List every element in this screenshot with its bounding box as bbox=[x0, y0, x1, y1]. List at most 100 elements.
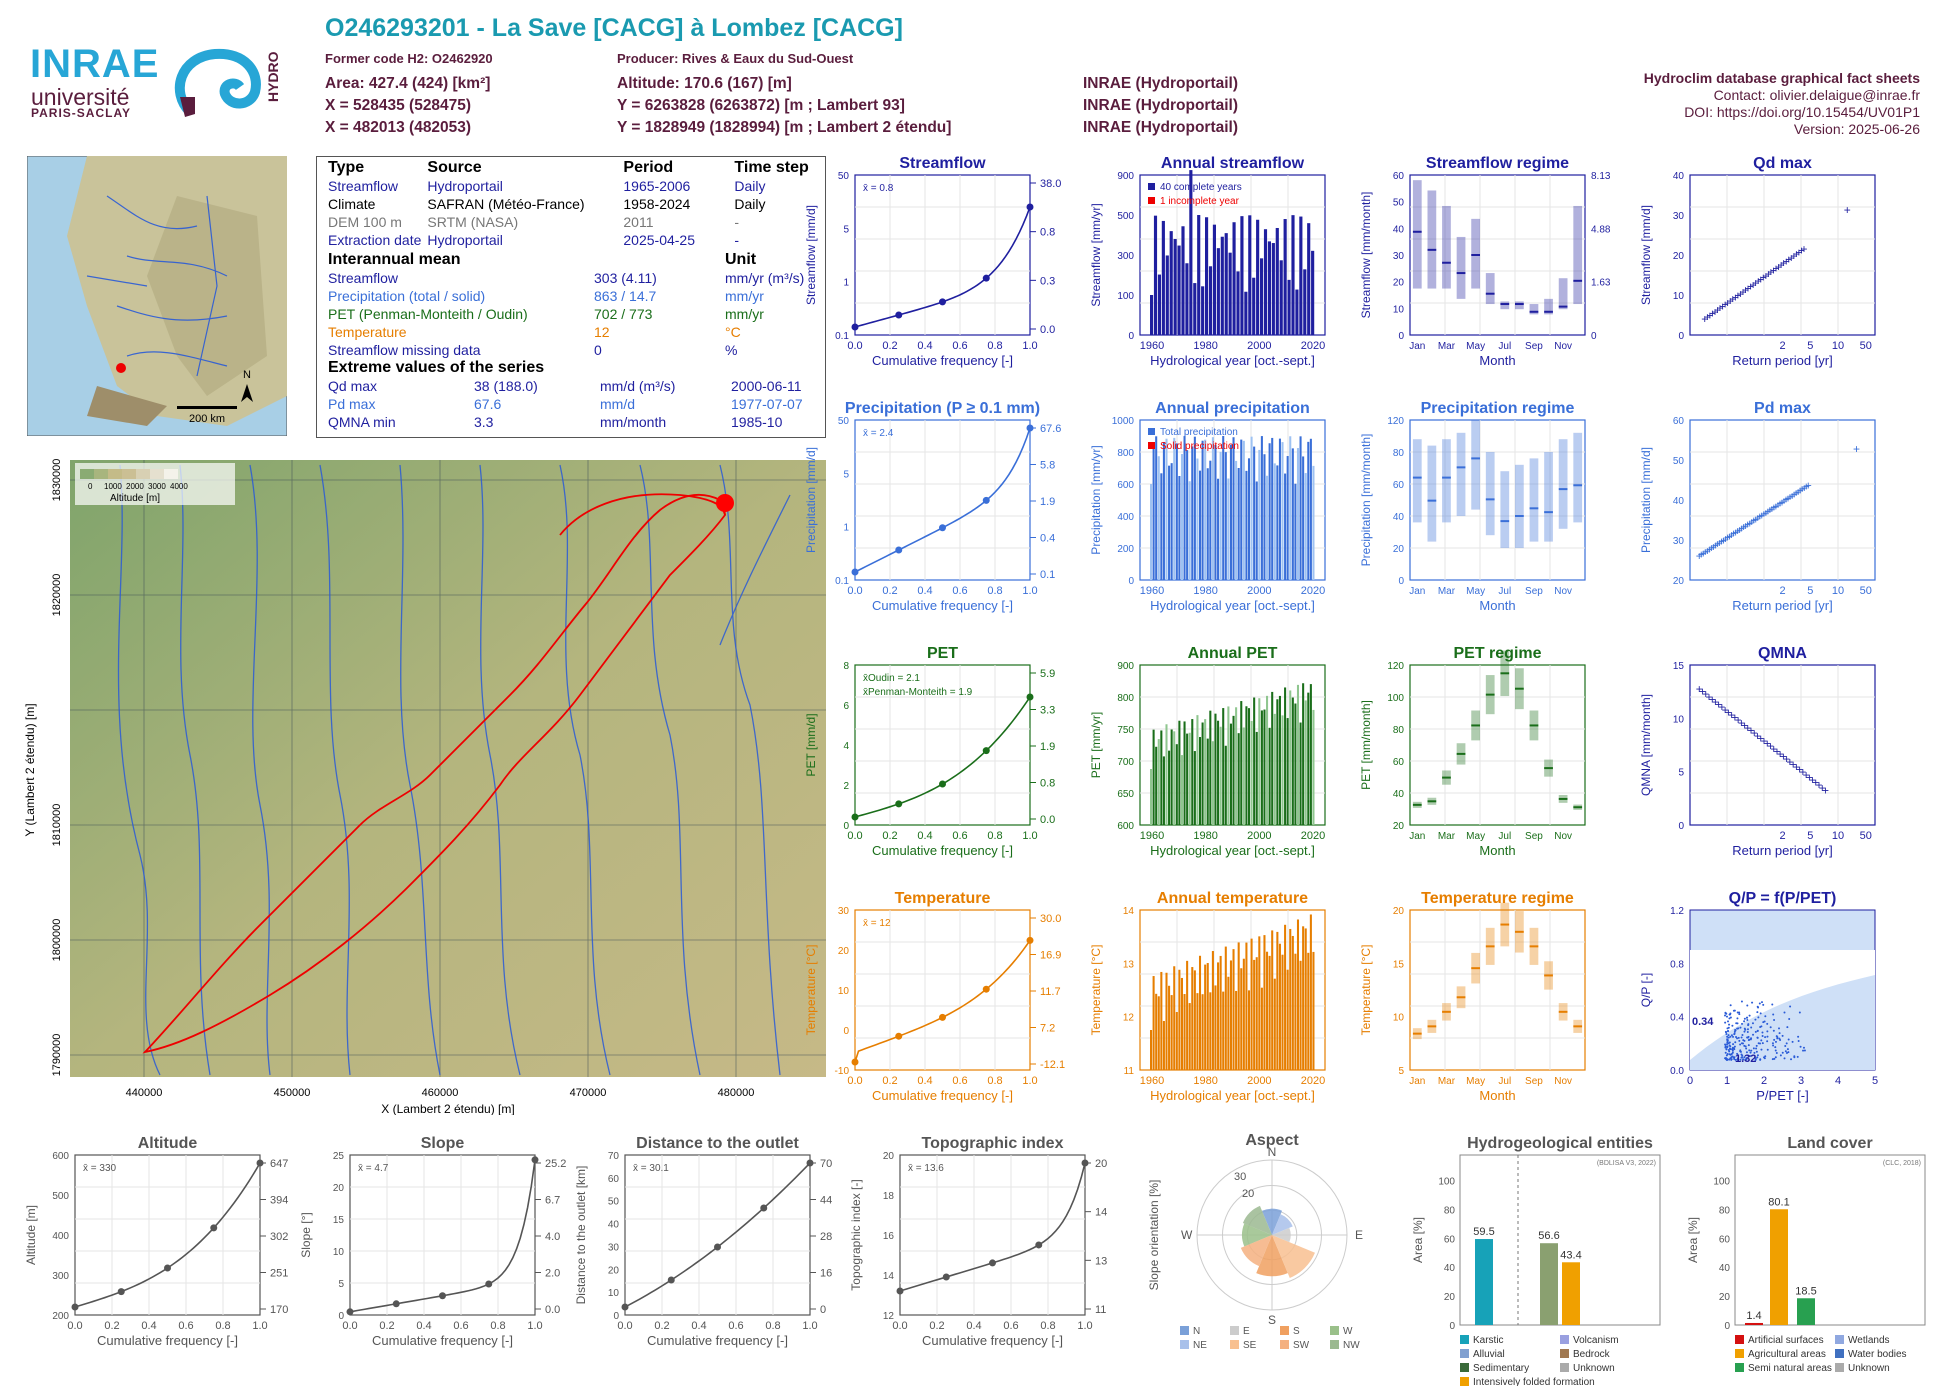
bar bbox=[1312, 466, 1314, 580]
y-tick: 80 bbox=[1393, 448, 1405, 459]
bar bbox=[1233, 949, 1235, 1070]
scatter-point bbox=[1762, 1035, 1764, 1037]
plot-frame bbox=[1690, 665, 1875, 825]
bar bbox=[1279, 696, 1281, 825]
x-tick: 0.2 bbox=[654, 1320, 669, 1332]
quantile-label: 38.0 bbox=[1040, 178, 1061, 190]
y-tick: 900 bbox=[1117, 661, 1134, 672]
bar bbox=[1158, 275, 1161, 335]
scatter-point bbox=[1755, 1031, 1757, 1033]
bar bbox=[1158, 996, 1160, 1070]
bar bbox=[1155, 436, 1157, 580]
bar bbox=[1288, 280, 1291, 335]
bar bbox=[1311, 251, 1314, 335]
bar bbox=[1155, 747, 1157, 825]
scatter-point bbox=[1766, 1023, 1768, 1025]
x-tick: 0.2 bbox=[882, 1075, 897, 1087]
y-tick: 4 bbox=[843, 741, 849, 752]
bar bbox=[1201, 286, 1204, 335]
right-tick: 0 bbox=[1591, 331, 1597, 342]
bar bbox=[1289, 929, 1291, 1070]
bar bbox=[1178, 476, 1180, 580]
scatter-point bbox=[1741, 1042, 1743, 1044]
scatter-point bbox=[1729, 1045, 1731, 1047]
scatter-point bbox=[1741, 1001, 1743, 1003]
y-axis-label: Area [%] bbox=[1686, 1217, 1700, 1263]
scatter-point bbox=[1759, 1043, 1761, 1045]
bar bbox=[1209, 266, 1212, 335]
scatter-point bbox=[1741, 1023, 1743, 1025]
legend-label: Bedrock bbox=[1573, 1349, 1611, 1360]
bar bbox=[1204, 965, 1206, 1070]
bar bbox=[1251, 437, 1253, 580]
x-tick: 1.0 bbox=[1022, 340, 1037, 352]
bar bbox=[1302, 683, 1304, 825]
x-tick: 0.4 bbox=[917, 1075, 932, 1087]
chart-slope: SlopeCumulative frequency [-]Slope [°]05… bbox=[299, 1135, 566, 1348]
quantile-label: 7.2 bbox=[1040, 1023, 1055, 1035]
y-tick: 0 bbox=[1398, 331, 1404, 342]
bar bbox=[1248, 458, 1250, 580]
bar bbox=[1279, 944, 1281, 1070]
scatter-point bbox=[1744, 1018, 1746, 1020]
y-tick: 10 bbox=[1673, 291, 1685, 302]
quantile-label: 0.0 bbox=[1040, 324, 1055, 336]
box bbox=[1413, 180, 1422, 288]
bar bbox=[1171, 463, 1173, 580]
scatter-point bbox=[1739, 1049, 1741, 1051]
plot-frame bbox=[75, 1155, 260, 1315]
plot-frame bbox=[855, 420, 1030, 580]
quantile-point bbox=[72, 1304, 79, 1311]
quantile-point bbox=[852, 569, 859, 576]
y-tick: 30 bbox=[1673, 536, 1685, 547]
scatter-point bbox=[1772, 1042, 1774, 1044]
y-tick: 0 bbox=[1449, 1321, 1455, 1332]
x-tick: 0.6 bbox=[952, 1075, 967, 1087]
scatter-point bbox=[1770, 1026, 1772, 1028]
y-tick: 30 bbox=[1673, 211, 1685, 222]
y-tick: 600 bbox=[1117, 480, 1134, 491]
y-tick: 60 bbox=[1393, 171, 1405, 182]
bar bbox=[1150, 295, 1153, 335]
bar bbox=[1248, 708, 1250, 825]
y-tick: 10 bbox=[608, 1288, 620, 1299]
bar bbox=[1197, 215, 1200, 335]
bar bbox=[1150, 769, 1152, 825]
quantile-point bbox=[939, 524, 946, 531]
chart-title: Q/P = f(P/PET) bbox=[1729, 890, 1837, 907]
box bbox=[1530, 458, 1539, 541]
chart-title: Precipitation regime bbox=[1421, 400, 1575, 417]
y-axis-label: Q/P [-] bbox=[1639, 973, 1653, 1007]
y-tick: 400 bbox=[52, 1231, 69, 1242]
quantile-label: 1.9 bbox=[1040, 741, 1055, 753]
return-point: + bbox=[1822, 783, 1829, 797]
x-axis-label: Hydrological year [oct.-sept.] bbox=[1150, 598, 1315, 613]
month-tick: Jan bbox=[1409, 831, 1425, 842]
x-tick: 0.0 bbox=[847, 1075, 862, 1087]
scatter-point bbox=[1725, 1052, 1727, 1054]
quantile-label: 30.0 bbox=[1040, 913, 1061, 925]
bar bbox=[1189, 481, 1191, 580]
legend-label: 40 complete years bbox=[1160, 182, 1242, 193]
dir-label: W bbox=[1181, 1228, 1193, 1242]
scatter-point bbox=[1790, 1058, 1792, 1060]
scatter-point bbox=[1725, 1012, 1727, 1014]
scatter-point bbox=[1774, 1046, 1776, 1048]
chart-streamflow-regime: Streamflow regimeMonthStreamflow [mm/mon… bbox=[1359, 155, 1611, 368]
scatter-point bbox=[1725, 1031, 1727, 1033]
bar bbox=[1307, 693, 1309, 825]
month-tick: Jul bbox=[1498, 831, 1511, 842]
bar bbox=[1294, 484, 1296, 580]
scatter-point bbox=[1797, 1036, 1799, 1038]
bar bbox=[1245, 471, 1247, 580]
legend-label: NE bbox=[1193, 1340, 1207, 1351]
bar bbox=[1269, 443, 1271, 580]
quantile-label: 20 bbox=[1095, 1158, 1107, 1170]
bar bbox=[1271, 692, 1273, 825]
y-tick: 40 bbox=[608, 1220, 620, 1231]
legend-swatch bbox=[1280, 1340, 1289, 1349]
month-tick: Mar bbox=[1438, 1076, 1456, 1087]
bar bbox=[1165, 439, 1167, 580]
scatter-point bbox=[1726, 1059, 1728, 1061]
box bbox=[1486, 452, 1495, 535]
